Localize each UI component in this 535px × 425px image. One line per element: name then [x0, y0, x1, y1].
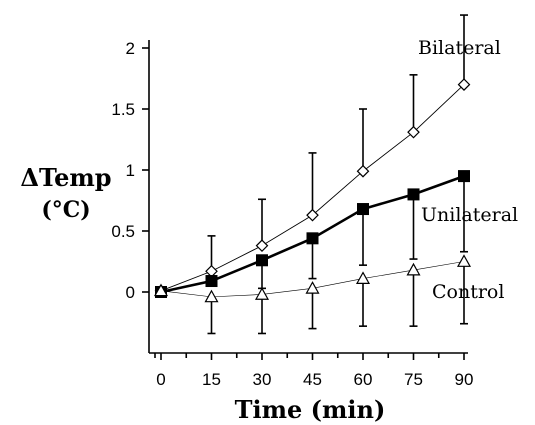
- x-axis-title: Time (min): [235, 395, 386, 424]
- data-point-diamond: [306, 208, 319, 222]
- data-point-triangle: [456, 254, 472, 267]
- y-tick-label: 1: [126, 161, 135, 180]
- x-tick-label: 60: [354, 370, 373, 389]
- data-point-square: [407, 188, 420, 201]
- y-tick-label: 1.5: [111, 100, 135, 119]
- x-tick-label: 15: [202, 370, 221, 389]
- data-point-square: [205, 275, 218, 288]
- y-axis-title-line2: (°C): [41, 197, 90, 223]
- data-point-triangle: [254, 287, 270, 300]
- data-point-diamond: [356, 164, 370, 178]
- data-point-diamond: [255, 239, 269, 252]
- data-point-triangle: [204, 289, 219, 303]
- data-point-diamond: [407, 125, 420, 139]
- data-point-triangle: [153, 283, 169, 297]
- error-bars-unilateral: [258, 176, 468, 290]
- error-bars-bilateral: [207, 14, 468, 272]
- x-tick-label: 45: [303, 370, 322, 389]
- plot-area: [153, 14, 472, 335]
- series-label-unilateral: Unilateral: [421, 204, 518, 226]
- data-point-square: [357, 203, 369, 216]
- x-tick-label: 90: [455, 370, 474, 389]
- x-axis: 0 15 30 45 60 75 90: [149, 352, 474, 389]
- x-tick-label: 30: [253, 370, 272, 389]
- data-point-square: [256, 254, 268, 267]
- error-bars-control: [207, 261, 468, 335]
- y-tick-label: 2: [126, 39, 135, 58]
- x-tick-label: 0: [156, 370, 165, 389]
- data-point-diamond: [457, 78, 471, 91]
- y-tick-label: 0.5: [111, 222, 135, 241]
- y-axis: 0 0.5 1 1.5 2: [111, 39, 150, 353]
- data-point-triangle: [305, 281, 320, 294]
- series-label-bilateral: Bilateral: [418, 37, 501, 59]
- markers-control: [153, 254, 472, 303]
- series-label-control: Control: [432, 281, 504, 303]
- data-point-triangle: [406, 262, 421, 276]
- y-tick-label: 0: [126, 283, 135, 302]
- x-ticks: 0 15 30 45 60 75 90: [154, 353, 474, 389]
- data-point-square: [458, 170, 470, 183]
- data-point-square: [306, 232, 319, 245]
- y-axis-title-line1: ΔTemp: [20, 163, 111, 192]
- x-tick-label: 75: [404, 370, 423, 389]
- y-ticks: 0 0.5 1 1.5 2: [111, 39, 149, 302]
- data-point-triangle: [355, 271, 371, 284]
